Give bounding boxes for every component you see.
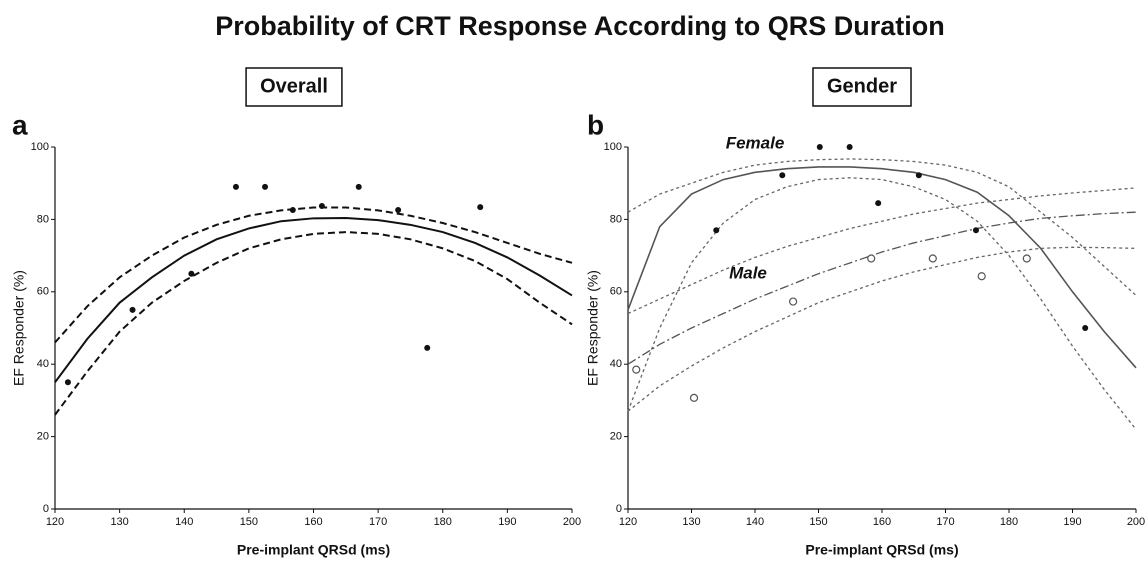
y-axis-label: EF Responder (%): [11, 270, 27, 386]
data-point: [632, 365, 641, 374]
panel-letter: a: [12, 109, 28, 140]
x-tick-label: 170: [936, 516, 954, 528]
data-point: [129, 306, 136, 313]
data-point: [64, 379, 71, 386]
data-point: [867, 254, 876, 263]
data-point: [232, 183, 239, 190]
fit-curve: [627, 187, 1137, 315]
data-point: [188, 270, 195, 277]
y-tick-label: 60: [37, 286, 49, 298]
panel-title-box: [245, 67, 343, 107]
y-tick-label: 0: [616, 503, 622, 515]
fit-curve: [627, 211, 1137, 365]
y-tick-label: 80: [37, 213, 49, 225]
x-axis-label: Pre-implant QRSd (ms): [237, 542, 390, 558]
data-point: [875, 200, 882, 207]
data-point: [289, 206, 296, 213]
y-tick-label: 40: [37, 358, 49, 370]
data-point: [972, 227, 979, 234]
x-tick-label: 200: [563, 516, 581, 528]
data-point: [1082, 325, 1089, 331]
y-tick-label: 100: [604, 141, 622, 153]
panel-letter: b: [587, 109, 604, 140]
panel-title: Overall: [260, 75, 328, 97]
x-tick-label: 180: [434, 516, 452, 528]
fit-curve: [54, 231, 573, 416]
data-point: [779, 172, 786, 179]
x-tick-label: 150: [240, 516, 258, 528]
x-tick-label: 130: [682, 516, 700, 528]
data-point: [689, 393, 699, 402]
data-point: [477, 204, 484, 211]
annotation: Female: [726, 133, 785, 152]
x-tick-label: 120: [619, 516, 637, 528]
data-point: [1022, 254, 1031, 263]
data-point: [355, 183, 362, 190]
x-tick-label: 200: [1127, 516, 1145, 528]
y-tick-label: 40: [610, 358, 622, 370]
x-tick-label: 190: [1063, 516, 1081, 528]
annotation: Male: [729, 263, 767, 282]
y-tick-label: 80: [610, 213, 622, 225]
x-tick-label: 170: [369, 516, 387, 528]
data-point: [318, 203, 325, 210]
data-point: [977, 272, 986, 281]
figure-title: Probability of CRT Response According to…: [215, 11, 945, 41]
y-tick-label: 0: [43, 503, 49, 515]
fit-curve: [627, 158, 1137, 296]
x-tick-label: 180: [1000, 516, 1018, 528]
data-point: [262, 183, 269, 190]
x-tick-label: 190: [498, 516, 516, 528]
data-point: [788, 297, 798, 306]
data-point: [928, 254, 937, 263]
data-point: [713, 227, 720, 234]
y-tick-label: 60: [610, 286, 622, 298]
x-tick-label: 160: [304, 516, 322, 528]
x-tick-label: 140: [746, 516, 764, 528]
fit-curve: [54, 206, 573, 344]
x-tick-label: 120: [46, 516, 64, 528]
data-point: [424, 344, 431, 351]
fit-curve: [627, 246, 1137, 412]
y-axis-label: EF Responder (%): [585, 270, 601, 386]
panel-title: Gender: [827, 75, 897, 97]
panel-title-box: [812, 67, 912, 107]
fit-curve: [627, 177, 1137, 430]
x-axis-label: Pre-implant QRSd (ms): [805, 542, 958, 558]
x-tick-label: 130: [110, 516, 128, 528]
data-point: [846, 144, 853, 150]
y-tick-label: 100: [31, 141, 49, 153]
x-tick-label: 140: [175, 516, 193, 528]
y-tick-label: 20: [37, 431, 49, 443]
data-point: [395, 206, 402, 213]
fit-curve: [627, 166, 1137, 369]
x-tick-label: 150: [809, 516, 827, 528]
data-point: [816, 144, 823, 150]
data-point: [915, 172, 922, 179]
fit-curve: [54, 216, 573, 383]
x-tick-label: 160: [873, 516, 891, 528]
y-tick-label: 20: [610, 431, 622, 443]
